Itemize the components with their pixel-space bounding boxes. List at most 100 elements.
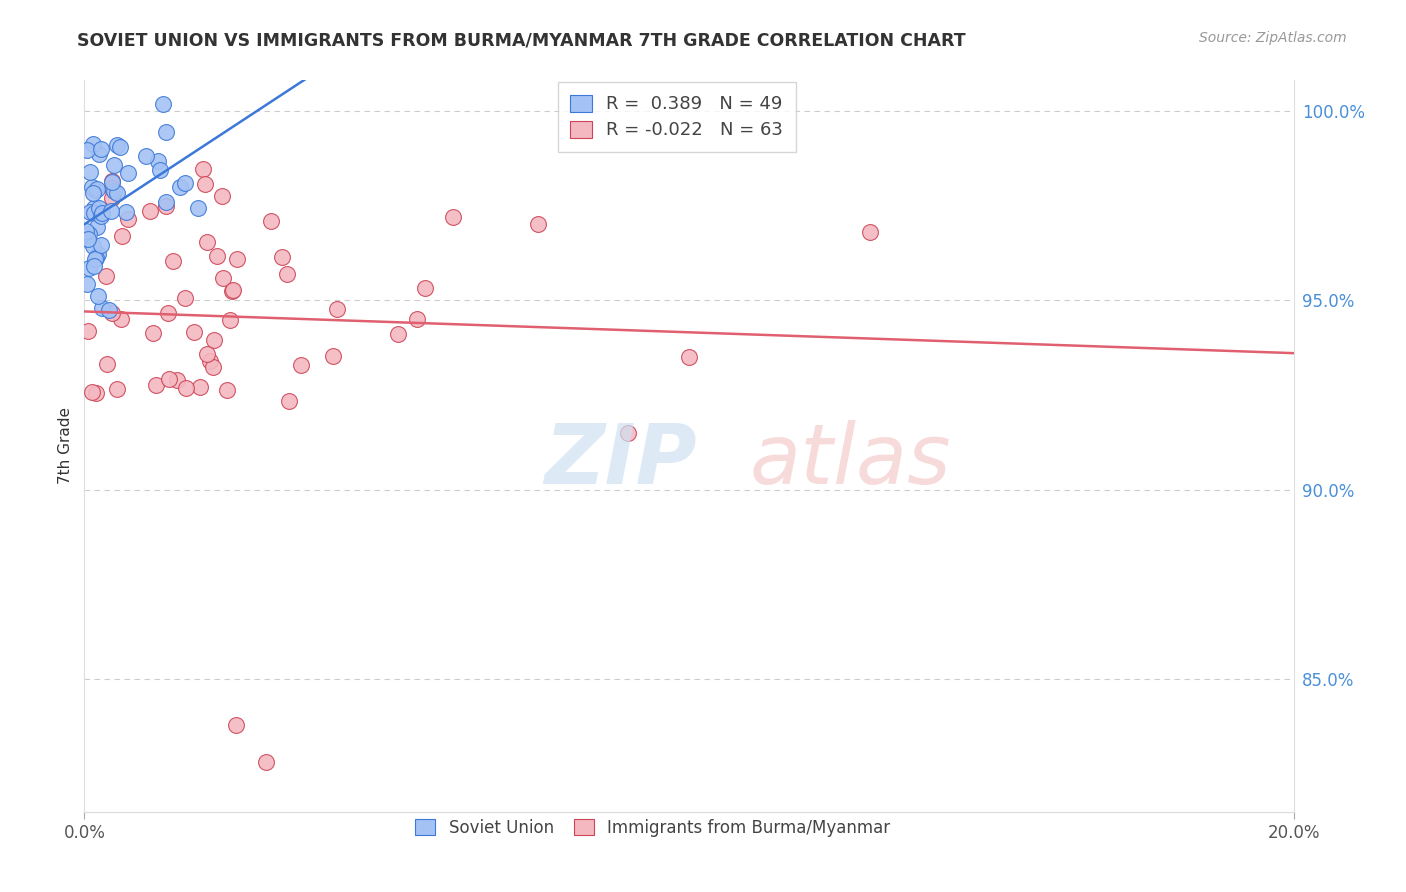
Point [415,281,437,295]
Point [101,191,124,205]
Point [215,383,238,397]
Point [254,756,277,770]
Point [322,349,344,363]
Text: SOVIET UNION VS IMMIGRANTS FROM BURMA/MYANMAR 7TH GRADE CORRELATION CHART: SOVIET UNION VS IMMIGRANTS FROM BURMA/MY… [77,31,966,49]
Point [114,205,136,219]
Point [195,235,218,249]
Point [198,354,221,368]
Point [149,163,172,178]
Point [441,210,464,224]
Point [117,212,139,227]
Y-axis label: 7th Grade: 7th Grade [58,408,73,484]
Point [617,425,640,440]
Point [183,325,205,339]
Point [156,305,179,319]
Point [226,252,249,266]
Point [76,232,98,246]
Point [155,199,177,213]
Text: atlas: atlas [749,420,950,501]
Point [79,165,101,179]
Point [86,182,108,196]
Point [155,195,177,210]
Point [86,220,108,235]
Point [90,209,112,223]
Point [103,184,125,198]
Point [187,201,209,215]
Point [166,373,188,387]
Point [157,371,180,385]
Point [101,175,124,189]
Point [138,204,160,219]
Point [76,277,98,291]
Point [174,291,197,305]
Point [100,203,122,218]
Point [135,149,157,163]
Point [145,377,167,392]
Point [219,312,242,326]
Point [212,271,235,285]
Point [527,217,550,231]
Point [91,301,114,315]
Point [90,206,112,220]
Point [83,206,105,220]
Point [202,333,225,347]
Point [859,225,882,239]
Point [82,186,104,200]
Point [194,177,217,191]
Point [87,246,110,260]
Point [225,717,247,731]
Point [75,223,97,237]
Point [211,189,233,203]
Point [96,268,118,283]
Point [89,201,111,215]
Point [387,327,409,342]
Point [76,232,98,246]
Point [76,144,98,158]
Point [201,360,224,375]
Text: Source: ZipAtlas.com: Source: ZipAtlas.com [1199,31,1347,45]
Point [82,385,104,400]
Point [101,174,124,188]
Point [80,179,103,194]
Point [83,259,105,273]
Point [188,380,211,394]
Point [110,312,132,326]
Point [152,96,174,111]
Point [79,260,101,275]
Point [83,201,105,215]
Point [406,312,429,326]
Point [222,283,245,297]
Point [101,306,124,320]
Point [87,147,110,161]
Point [169,179,191,194]
Point [221,284,243,298]
Point [108,140,131,154]
Point [142,326,165,340]
Point [87,289,110,303]
Point [162,253,184,268]
Point [148,154,170,169]
Point [90,237,112,252]
Point [77,227,100,241]
Point [174,176,197,190]
Point [271,250,294,264]
Legend: Soviet Union, Immigrants from Burma/Myanmar: Soviet Union, Immigrants from Burma/Myan… [409,813,897,844]
Point [77,324,100,338]
Point [97,302,120,317]
Point [103,158,125,172]
Point [79,205,101,219]
Text: ZIP: ZIP [544,420,696,501]
Point [90,142,112,156]
Point [105,186,128,201]
Point [105,137,128,152]
Point [155,125,177,139]
Point [276,267,298,281]
Point [84,386,107,401]
Point [290,359,312,373]
Point [207,249,229,263]
Point [83,252,105,267]
Point [193,162,215,177]
Point [174,381,197,395]
Point [326,302,349,317]
Point [678,350,700,364]
